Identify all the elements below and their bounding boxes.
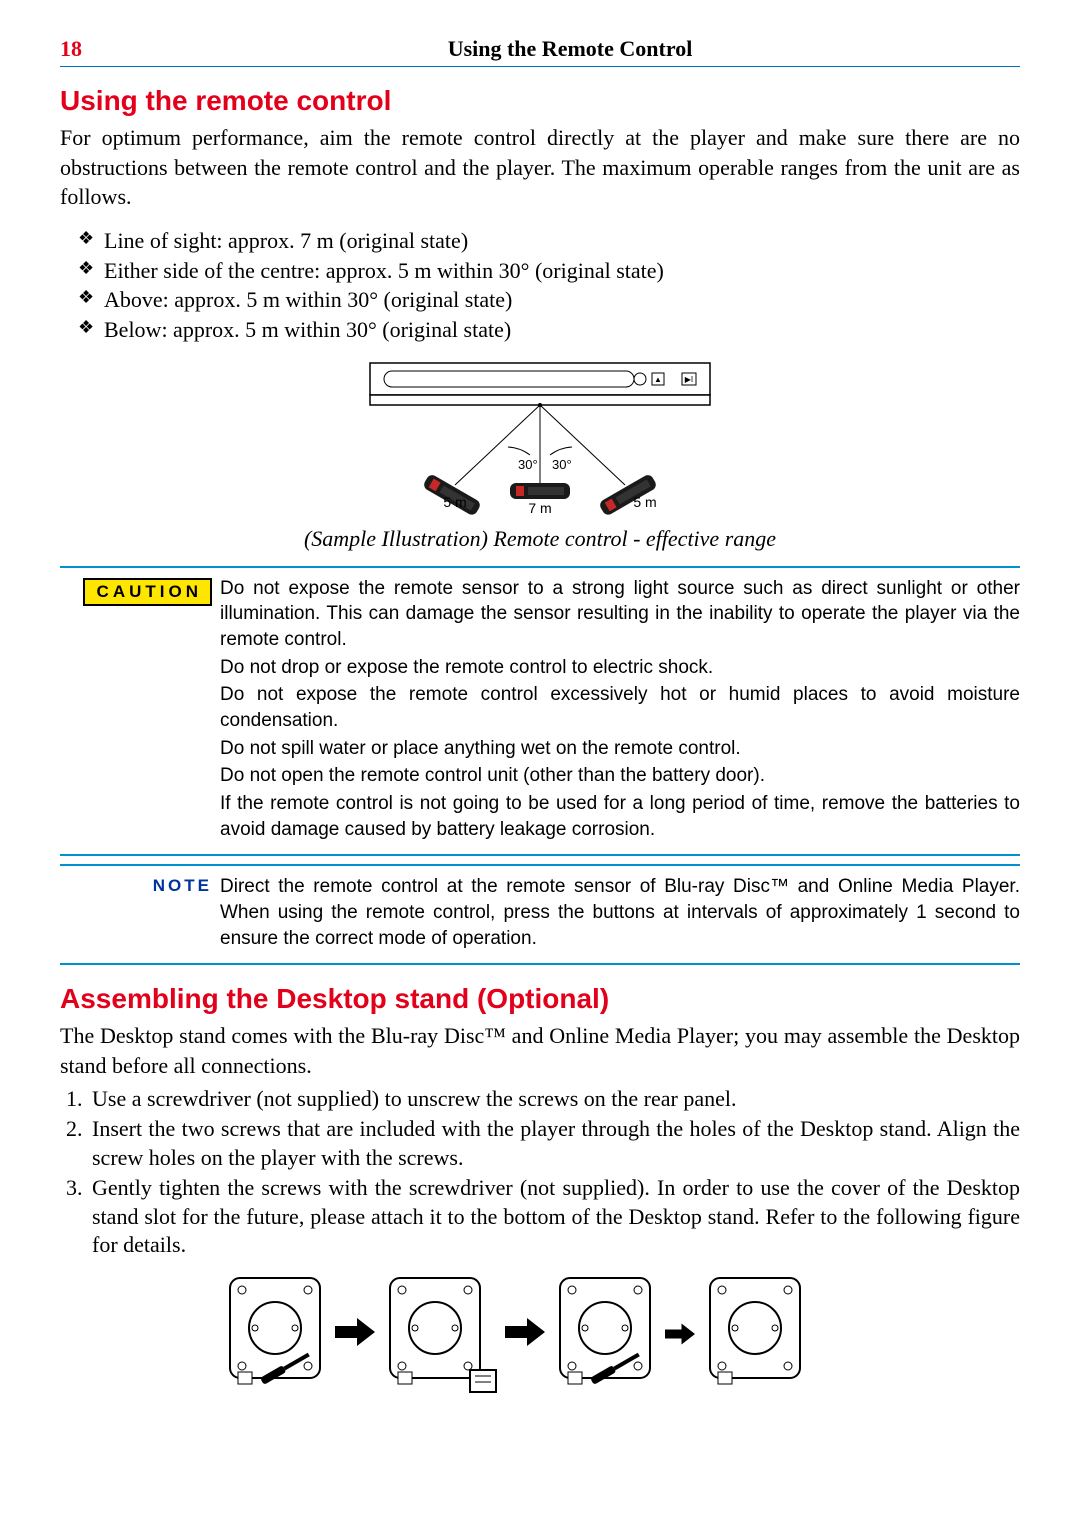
section2-intro: The Desktop stand comes with the Blu-ray… (60, 1021, 1020, 1080)
illustration-caption: (Sample Illustration) Remote control - e… (60, 526, 1020, 552)
caution-body: Do not expose the remote sensor to a str… (220, 576, 1020, 844)
caution-line: Do not spill water or place anything wet… (220, 736, 1020, 762)
range-bullet: Either side of the centre: approx. 5 m w… (78, 256, 1020, 286)
page-header: 18 Using the Remote Control (60, 36, 1020, 67)
note-label-col: NOTE (60, 874, 220, 896)
dist-center-label: 7 m (528, 500, 551, 515)
note-text: Direct the remote control at the remote … (220, 874, 1020, 951)
remote-range-illustration: ▲ ▶ǁ (60, 355, 1020, 552)
section-title-stand: Assembling the Desktop stand (Optional) (60, 983, 1020, 1015)
caution-line: If the remote control is not going to be… (220, 791, 1020, 842)
svg-text:▲: ▲ (654, 375, 662, 384)
assembly-step: Gently tighten the screws with the screw… (88, 1174, 1020, 1260)
caution-line: Do not expose the remote sensor to a str… (220, 576, 1020, 653)
assembly-steps: Use a screwdriver (not supplied) to unsc… (60, 1085, 1020, 1261)
assembly-step: Use a screwdriver (not supplied) to unsc… (88, 1085, 1020, 1114)
note-body: Direct the remote control at the remote … (220, 874, 1020, 953)
note-callout: NOTE Direct the remote control at the re… (60, 866, 1020, 963)
caution-line: Do not drop or expose the remote control… (220, 655, 1020, 681)
section-title-remote: Using the remote control (60, 85, 1020, 117)
range-bullet-list: Line of sight: approx. 7 m (original sta… (60, 226, 1020, 345)
caution-badge: CAUTION (83, 578, 212, 606)
page-number: 18 (60, 36, 120, 62)
caution-line: Do not expose the remote control excessi… (220, 682, 1020, 733)
assembly-step: Insert the two screws that are included … (88, 1115, 1020, 1172)
manual-page: 18 Using the Remote Control Using the re… (0, 0, 1080, 1532)
stand-assembly-illustration (60, 1268, 1020, 1423)
section1-intro: For optimum performance, aim the remote … (60, 123, 1020, 212)
caution-callout: CAUTION Do not expose the remote sensor … (60, 568, 1020, 854)
range-bullet: Above: approx. 5 m within 30° (original … (78, 285, 1020, 315)
angle-left-label: 30° (518, 457, 538, 472)
caution-line: Do not open the remote control unit (oth… (220, 763, 1020, 789)
caution-label-col: CAUTION (60, 576, 220, 606)
running-title: Using the Remote Control (120, 36, 1020, 62)
remote-range-svg: ▲ ▶ǁ (360, 355, 720, 515)
dist-left-label: 5 m (443, 494, 466, 510)
dist-right-label: 5 m (633, 494, 656, 510)
stand-assembly-svg (220, 1268, 860, 1418)
range-bullet: Below: approx. 5 m within 30° (original … (78, 315, 1020, 345)
note-badge: NOTE (153, 876, 212, 896)
angle-right-label: 30° (552, 457, 572, 472)
range-bullet: Line of sight: approx. 7 m (original sta… (78, 226, 1020, 256)
svg-text:▶ǁ: ▶ǁ (685, 375, 693, 384)
